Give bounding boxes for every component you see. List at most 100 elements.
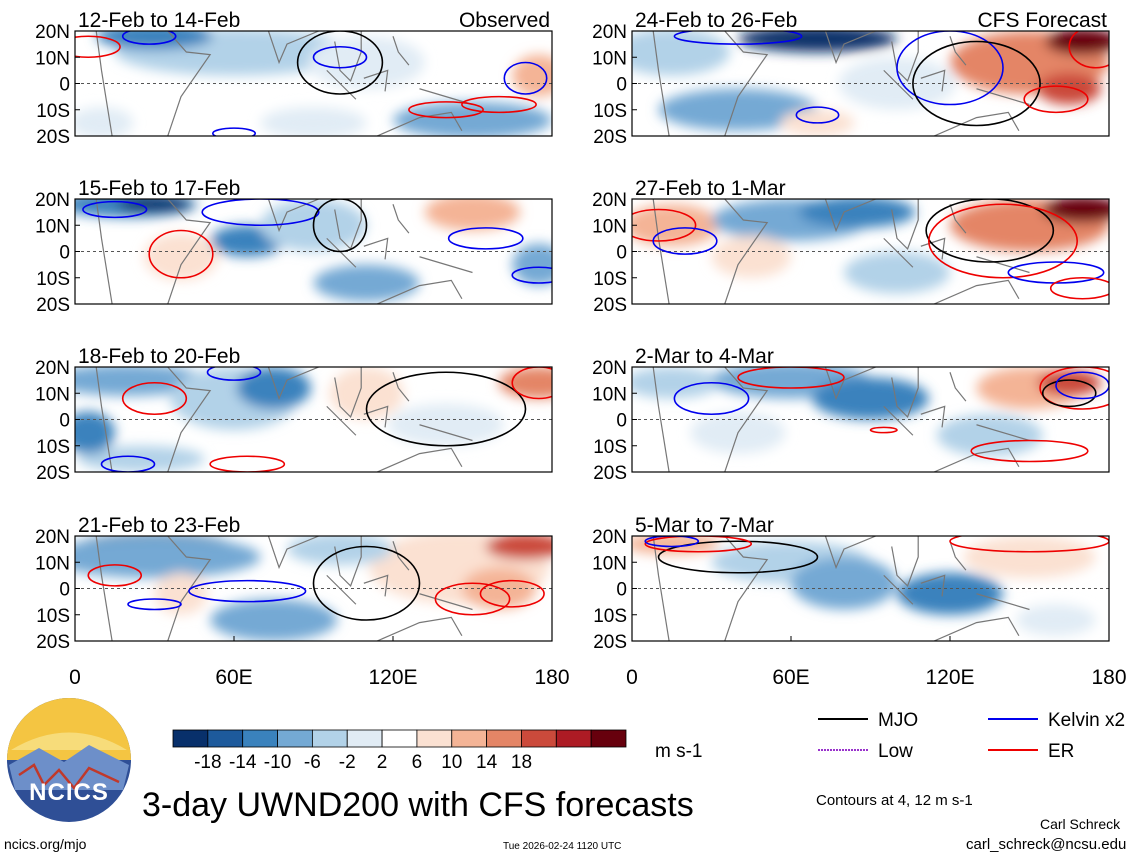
y-tick-label: 0: [616, 411, 627, 432]
y-tick-label: 20S: [36, 127, 70, 148]
y-tick-label: 0: [59, 411, 70, 432]
contour-line: [365, 371, 527, 447]
y-tick-label: 0: [59, 580, 70, 601]
colorbar-label: -6: [304, 752, 321, 773]
wind-anomaly-blob: [260, 107, 367, 136]
colorbar-swatch: [242, 729, 278, 748]
wind-anomaly-blob: [1037, 369, 1102, 396]
wind-anomaly-blob: [236, 367, 311, 409]
coastlines: [652, 199, 1030, 304]
colorbar-swatch: [416, 729, 453, 748]
coast-africa-east: [167, 31, 212, 136]
colorbar-swatch: [451, 729, 488, 748]
y-tick-label: 10N: [35, 553, 70, 574]
colorbar-swatch: [521, 729, 557, 748]
contour-line: [795, 106, 840, 124]
y-tick-label: 20N: [592, 358, 627, 379]
logo-mountains: [9, 745, 129, 790]
coast-australia: [376, 279, 463, 304]
colorbar-swatch: [590, 729, 627, 748]
coast-maritime-continent: [326, 405, 473, 442]
colorbar-swatch: [207, 729, 244, 748]
x-tick-label: 180: [1091, 666, 1126, 689]
logo-signal-line: [18, 763, 120, 791]
coast-australia: [376, 616, 463, 641]
panel-date-label: 12-Feb to 14-Feb: [78, 9, 240, 32]
coast-india: [267, 367, 320, 401]
wind-anomaly-blob: [75, 536, 261, 578]
contour-line: [312, 45, 368, 69]
coast-maritime-continent: [883, 574, 1030, 611]
coast-africa-east: [724, 31, 769, 136]
wind-anomaly-blob: [1037, 73, 1102, 105]
author-email: carl_schreck@ncsu.edu: [966, 836, 1127, 853]
x-tick-label: 0: [626, 666, 638, 689]
wind-anomaly-blob: [393, 101, 552, 136]
coast-indochina: [334, 536, 362, 587]
wind-anomaly-blob: [798, 199, 916, 228]
logo-text: NCICS: [29, 779, 109, 806]
contour-line: [657, 540, 819, 574]
coast-philippines: [392, 541, 410, 571]
panel-7: 2-Mar to 4-Mar: [631, 345, 1110, 473]
contour-line: [212, 127, 256, 136]
source-url[interactable]: ncics.org/mjo: [4, 836, 87, 852]
contour-line: [296, 31, 384, 95]
contour-line: [949, 536, 1109, 553]
coast-africa-east: [167, 367, 212, 472]
wind-anomaly-blob: [154, 572, 208, 615]
y-tick-label: 10S: [36, 101, 70, 122]
y-tick-label: 20N: [35, 22, 70, 43]
y-tick-label: 10N: [592, 384, 627, 405]
panel-date-label: 27-Feb to 1-Mar: [635, 177, 786, 200]
contour-line: [201, 199, 320, 227]
wind-anomaly-blob: [424, 199, 521, 231]
contour-line: [75, 35, 121, 59]
wind-anomaly-blob: [329, 367, 404, 420]
timestamp: Tue 2026-02-24 1120 UTC: [503, 841, 622, 852]
y-tick-label: 10S: [36, 606, 70, 627]
contour-note: Contours at 4, 12 m s-1: [816, 792, 973, 809]
colorbar-swatch: [172, 729, 209, 748]
panel-2: 15-Feb to 17-Feb: [74, 177, 553, 305]
wind-anomaly-blob: [499, 367, 552, 399]
coast-indochina: [891, 536, 919, 587]
coast-africa-west: [652, 199, 670, 304]
panel-4: 21-Feb to 23-Feb: [74, 514, 553, 642]
colorbar-label: -14: [229, 752, 257, 773]
contour-line: [479, 579, 545, 608]
coast-maritime-continent: [883, 405, 1030, 442]
wind-anomaly-blob: [512, 243, 552, 286]
coast-africa-east: [167, 536, 212, 641]
contour-line: [312, 199, 368, 253]
contour-line: [209, 455, 286, 472]
coastlines: [652, 367, 1030, 472]
coast-indochina: [891, 367, 919, 418]
colorbar-label: -18: [194, 752, 221, 773]
y-tick-label: 20S: [593, 632, 627, 653]
wind-anomaly-blob: [512, 54, 552, 97]
coastlines: [95, 367, 473, 472]
legend-label: MJO: [878, 710, 918, 731]
colorbar-label: 14: [476, 752, 498, 773]
panel-1: 12-Feb to 14-Feb Observed: [74, 9, 553, 137]
wind-anomaly-blob: [844, 251, 950, 294]
colorbar-label: -10: [264, 752, 291, 773]
contour-line: [511, 367, 552, 400]
y-tick-label: 10N: [35, 384, 70, 405]
wind-anomaly-blob: [287, 536, 393, 565]
y-tick-label: 20N: [592, 190, 627, 211]
legend-label: ER: [1048, 741, 1074, 762]
panel-source-label: Observed: [459, 9, 550, 32]
contour-line: [869, 426, 898, 434]
wind-anomaly-blob: [313, 264, 420, 302]
author-name: Carl Schreck: [1040, 816, 1121, 832]
colorbar-swatch: [346, 729, 383, 748]
coast-philippines: [392, 204, 410, 234]
coast-australia: [376, 447, 463, 472]
colorbar-swatch: [311, 729, 348, 748]
y-tick-label: 20S: [36, 463, 70, 484]
contour-line: [503, 61, 548, 95]
contour-line: [447, 227, 524, 250]
panel-date-label: 18-Feb to 20-Feb: [78, 345, 240, 368]
